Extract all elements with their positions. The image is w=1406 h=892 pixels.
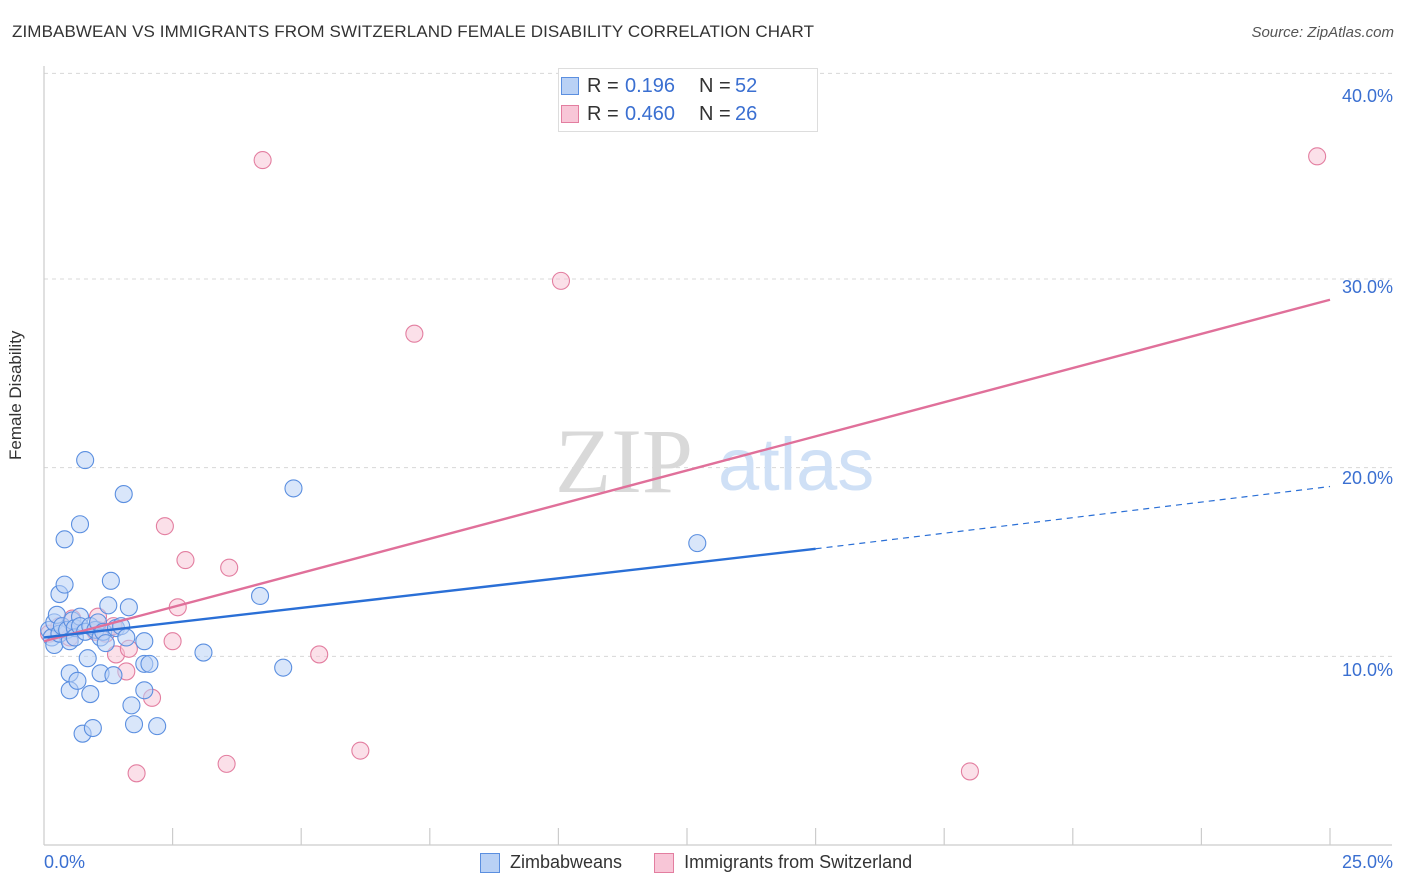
- y-tick-label: 30.0%: [1341, 277, 1393, 297]
- correlation-legend: R = 0.196 N = 52 R = 0.460 N = 26: [558, 68, 818, 132]
- x-tick-label: 0.0%: [44, 852, 86, 872]
- source-label: Source: ZipAtlas.com: [1251, 24, 1394, 41]
- n-label: N =: [699, 74, 731, 97]
- point-zimbabweans: [70, 515, 90, 534]
- watermark: ZIP atlas: [555, 410, 874, 512]
- point-zimbabweans: [194, 643, 213, 662]
- y-tick-label: 20.0%: [1341, 468, 1393, 488]
- point-zimbabweans: [114, 485, 133, 504]
- legend-swatch-blue: [480, 852, 500, 873]
- point-zimbabweans: [119, 598, 138, 617]
- point-switzerland: [220, 558, 239, 577]
- point-zimbabweans: [81, 685, 100, 704]
- point-switzerland: [176, 551, 195, 570]
- point-zimbabweans: [135, 632, 154, 651]
- n-value: 52: [735, 74, 758, 97]
- series-legend: Zimbabweans Immigrants from Switzerland: [480, 852, 944, 873]
- point-switzerland: [1308, 147, 1327, 166]
- legend-label: Immigrants from Switzerland: [684, 852, 913, 872]
- y-tick-label: 10.0%: [1341, 660, 1393, 680]
- x-tick-label: 25.0%: [1341, 852, 1393, 872]
- point-zimbabweans: [78, 649, 97, 668]
- point-zimbabweans: [76, 451, 95, 470]
- legend-swatch-pink: [561, 105, 579, 123]
- point-switzerland: [405, 324, 424, 343]
- point-zimbabweans: [55, 575, 74, 594]
- point-zimbabweans: [99, 596, 118, 615]
- n-value: 26: [735, 102, 758, 125]
- legend-item-zimbabweans: Zimbabweans: [480, 852, 622, 873]
- point-switzerland: [551, 271, 571, 290]
- point-zimbabweans: [140, 654, 159, 673]
- watermark-zip: ZIP: [555, 410, 693, 512]
- n-label: N =: [699, 102, 731, 125]
- legend-label: Zimbabweans: [510, 852, 623, 872]
- r-value: 0.460: [625, 102, 676, 125]
- legend-row-switzerland: R = 0.460 N = 26: [561, 101, 758, 127]
- point-switzerland: [127, 764, 146, 783]
- point-zimbabweans: [284, 479, 303, 498]
- y-tick-label: 40.0%: [1341, 86, 1393, 106]
- y-axis-label: Female Disability: [6, 330, 25, 460]
- point-zimbabweans: [96, 634, 115, 653]
- point-zimbabweans: [250, 586, 270, 605]
- point-switzerland: [163, 632, 182, 651]
- legend-swatch-pink: [654, 852, 675, 873]
- chart-title: ZIMBABWEAN VS IMMIGRANTS FROM SWITZERLAN…: [12, 22, 815, 41]
- point-zimbabweans: [124, 715, 144, 734]
- legend-row-zimbabweans: R = 0.196 N = 52: [561, 73, 758, 99]
- legend-swatch-blue: [561, 77, 579, 95]
- point-switzerland: [253, 151, 272, 170]
- point-zimbabweans: [55, 530, 74, 549]
- point-zimbabweans: [117, 628, 136, 647]
- r-value: 0.196: [625, 74, 676, 97]
- point-switzerland: [217, 754, 236, 773]
- axes: [43, 66, 1392, 846]
- point-zimbabweans: [83, 718, 102, 738]
- trend-lines: [43, 298, 1331, 643]
- point-switzerland: [351, 741, 370, 760]
- point-zimbabweans: [688, 534, 707, 553]
- point-zimbabweans: [101, 571, 120, 590]
- point-zimbabweans: [122, 696, 141, 715]
- point-zimbabweans: [148, 717, 167, 736]
- point-zimbabweans: [104, 666, 123, 685]
- point-switzerland: [960, 762, 979, 781]
- trend-line-zimbabweans-extension: [815, 485, 1331, 550]
- point-switzerland: [310, 645, 329, 664]
- point-zimbabweans: [135, 681, 154, 700]
- legend-item-switzerland: Immigrants from Switzerland: [654, 852, 912, 873]
- point-switzerland: [155, 517, 174, 536]
- gridlines: [44, 72, 1392, 657]
- series-zimbabweans-points: [40, 451, 707, 743]
- r-label: R =: [587, 74, 619, 97]
- point-zimbabweans: [68, 671, 87, 690]
- trend-line-switzerland: [43, 298, 1331, 643]
- watermark-atlas: atlas: [718, 423, 874, 506]
- trend-line-zimbabweans: [43, 547, 816, 639]
- r-label: R =: [587, 102, 619, 125]
- point-zimbabweans: [274, 658, 293, 677]
